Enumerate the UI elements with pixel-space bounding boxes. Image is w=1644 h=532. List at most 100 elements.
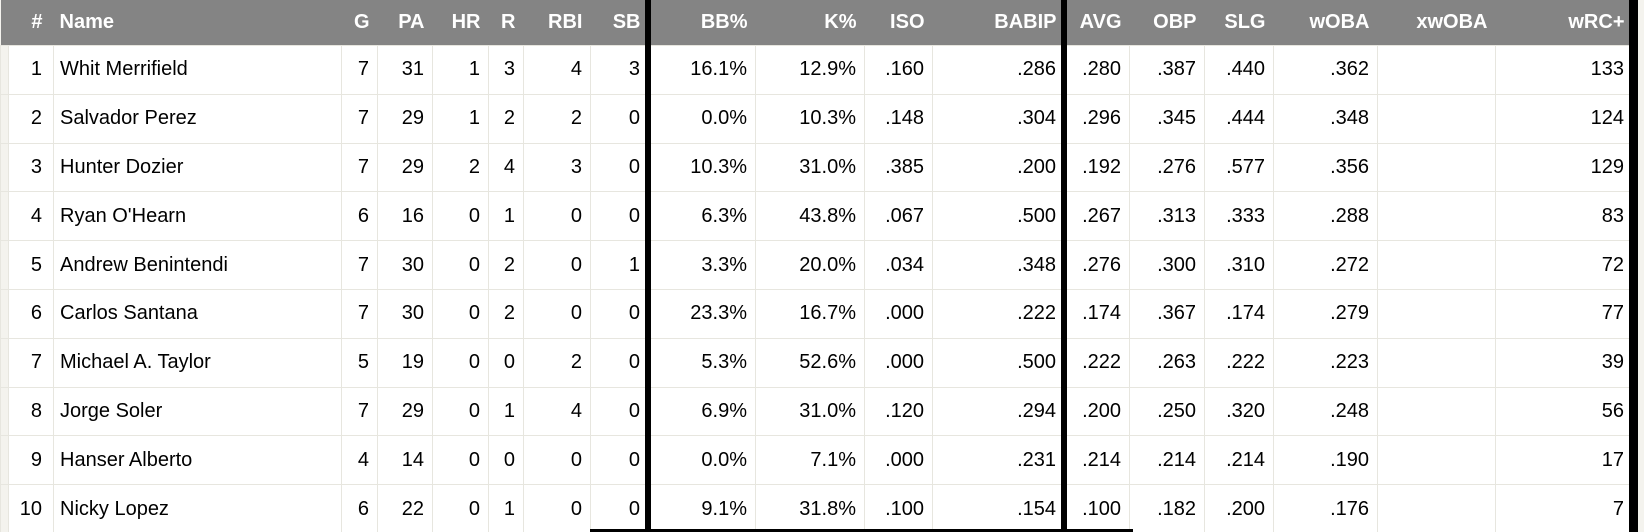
cell-bb_pct[interactable]: 0.0% <box>648 435 756 486</box>
col-header-num[interactable]: # <box>8 0 54 46</box>
cell-g[interactable]: 6 <box>341 191 378 242</box>
cell-iso[interactable]: .148 <box>864 93 933 144</box>
cell-babip[interactable]: .231 <box>932 435 1065 486</box>
cell-obp[interactable]: .182 <box>1129 484 1205 532</box>
cell-avg[interactable]: .280 <box>1064 45 1130 95</box>
cell-wrc_plus[interactable]: 124 <box>1495 93 1633 144</box>
cell-hr[interactable]: 0 <box>432 337 489 388</box>
cell-bb_pct[interactable]: 23.3% <box>648 288 756 339</box>
cell-pa[interactable]: 31 <box>377 45 433 95</box>
cell-g[interactable]: 7 <box>341 288 378 339</box>
cell-bb_pct[interactable]: 0.0% <box>648 93 756 144</box>
cell-name[interactable]: Jorge Soler <box>53 386 342 437</box>
cell-xwoba[interactable] <box>1377 45 1496 95</box>
cell-rbi[interactable]: 0 <box>523 484 591 532</box>
cell-woba[interactable]: .176 <box>1273 484 1378 532</box>
cell-bb_pct[interactable]: 3.3% <box>648 240 756 290</box>
cell-num[interactable]: 3 <box>8 142 54 193</box>
cell-iso[interactable]: .000 <box>864 288 933 339</box>
cell-obp[interactable]: .276 <box>1129 142 1205 193</box>
cell-bb_pct[interactable]: 10.3% <box>648 142 756 193</box>
cell-name[interactable]: Hanser Alberto <box>53 435 342 486</box>
cell-xwoba[interactable] <box>1377 288 1496 339</box>
cell-hr[interactable]: 1 <box>432 93 489 144</box>
cell-r[interactable]: 2 <box>488 93 524 144</box>
cell-woba[interactable]: .362 <box>1273 45 1378 95</box>
cell-k_pct[interactable]: 52.6% <box>755 337 865 388</box>
cell-k_pct[interactable]: 43.8% <box>755 191 865 242</box>
cell-avg[interactable]: .267 <box>1064 191 1130 242</box>
cell-xwoba[interactable] <box>1377 142 1496 193</box>
cell-slg[interactable]: .444 <box>1204 93 1274 144</box>
cell-g[interactable]: 7 <box>341 142 378 193</box>
cell-wrc_plus[interactable]: 129 <box>1495 142 1633 193</box>
cell-k_pct[interactable]: 31.0% <box>755 386 865 437</box>
col-header-wrc_plus[interactable]: wRC+ <box>1495 0 1633 46</box>
cell-hr[interactable]: 2 <box>432 142 489 193</box>
cell-sb[interactable]: 0 <box>590 337 649 388</box>
cell-k_pct[interactable]: 10.3% <box>755 93 865 144</box>
col-header-obp[interactable]: OBP <box>1129 0 1205 46</box>
cell-wrc_plus[interactable]: 7 <box>1495 484 1633 532</box>
cell-hr[interactable]: 0 <box>432 435 489 486</box>
cell-obp[interactable]: .214 <box>1129 435 1205 486</box>
cell-r[interactable]: 0 <box>488 337 524 388</box>
cell-avg[interactable]: .192 <box>1064 142 1130 193</box>
cell-slg[interactable]: .333 <box>1204 191 1274 242</box>
cell-rbi[interactable]: 0 <box>523 240 591 290</box>
col-header-xwoba[interactable]: xwOBA <box>1377 0 1496 46</box>
cell-name[interactable]: Hunter Dozier <box>53 142 342 193</box>
cell-avg[interactable]: .296 <box>1064 93 1130 144</box>
col-header-avg[interactable]: AVG <box>1064 0 1130 46</box>
cell-pa[interactable]: 14 <box>377 435 433 486</box>
col-header-name[interactable]: Name <box>53 0 342 46</box>
col-header-slg[interactable]: SLG <box>1204 0 1274 46</box>
cell-pa[interactable]: 22 <box>377 484 433 532</box>
cell-obp[interactable]: .263 <box>1129 337 1205 388</box>
cell-sb[interactable]: 0 <box>590 386 649 437</box>
cell-r[interactable]: 1 <box>488 191 524 242</box>
cell-iso[interactable]: .034 <box>864 240 933 290</box>
cell-babip[interactable]: .200 <box>932 142 1065 193</box>
cell-wrc_plus[interactable]: 17 <box>1495 435 1633 486</box>
cell-babip[interactable]: .294 <box>932 386 1065 437</box>
cell-hr[interactable]: 0 <box>432 386 489 437</box>
cell-slg[interactable]: .310 <box>1204 240 1274 290</box>
cell-woba[interactable]: .348 <box>1273 93 1378 144</box>
cell-bb_pct[interactable]: 9.1% <box>648 484 756 532</box>
cell-rbi[interactable]: 2 <box>523 93 591 144</box>
cell-xwoba[interactable] <box>1377 240 1496 290</box>
cell-g[interactable]: 7 <box>341 386 378 437</box>
col-header-rbi[interactable]: RBI <box>523 0 591 46</box>
cell-num[interactable]: 9 <box>8 435 54 486</box>
cell-pa[interactable]: 16 <box>377 191 433 242</box>
cell-obp[interactable]: .387 <box>1129 45 1205 95</box>
cell-hr[interactable]: 0 <box>432 484 489 532</box>
cell-iso[interactable]: .385 <box>864 142 933 193</box>
cell-g[interactable]: 5 <box>341 337 378 388</box>
cell-rbi[interactable]: 2 <box>523 337 591 388</box>
col-header-hr[interactable]: HR <box>432 0 489 46</box>
cell-babip[interactable]: .500 <box>932 191 1065 242</box>
cell-num[interactable]: 4 <box>8 191 54 242</box>
cell-wrc_plus[interactable]: 39 <box>1495 337 1633 388</box>
cell-babip[interactable]: .222 <box>932 288 1065 339</box>
cell-num[interactable]: 2 <box>8 93 54 144</box>
cell-avg[interactable]: .214 <box>1064 435 1130 486</box>
cell-rbi[interactable]: 0 <box>523 288 591 339</box>
cell-name[interactable]: Carlos Santana <box>53 288 342 339</box>
cell-pa[interactable]: 29 <box>377 142 433 193</box>
cell-woba[interactable]: .190 <box>1273 435 1378 486</box>
cell-r[interactable]: 0 <box>488 435 524 486</box>
cell-woba[interactable]: .248 <box>1273 386 1378 437</box>
cell-rbi[interactable]: 0 <box>523 435 591 486</box>
cell-g[interactable]: 7 <box>341 240 378 290</box>
cell-r[interactable]: 4 <box>488 142 524 193</box>
cell-pa[interactable]: 29 <box>377 386 433 437</box>
cell-obp[interactable]: .300 <box>1129 240 1205 290</box>
cell-slg[interactable]: .200 <box>1204 484 1274 532</box>
cell-num[interactable]: 1 <box>8 45 54 95</box>
cell-sb[interactable]: 1 <box>590 240 649 290</box>
cell-r[interactable]: 1 <box>488 484 524 532</box>
cell-hr[interactable]: 0 <box>432 191 489 242</box>
